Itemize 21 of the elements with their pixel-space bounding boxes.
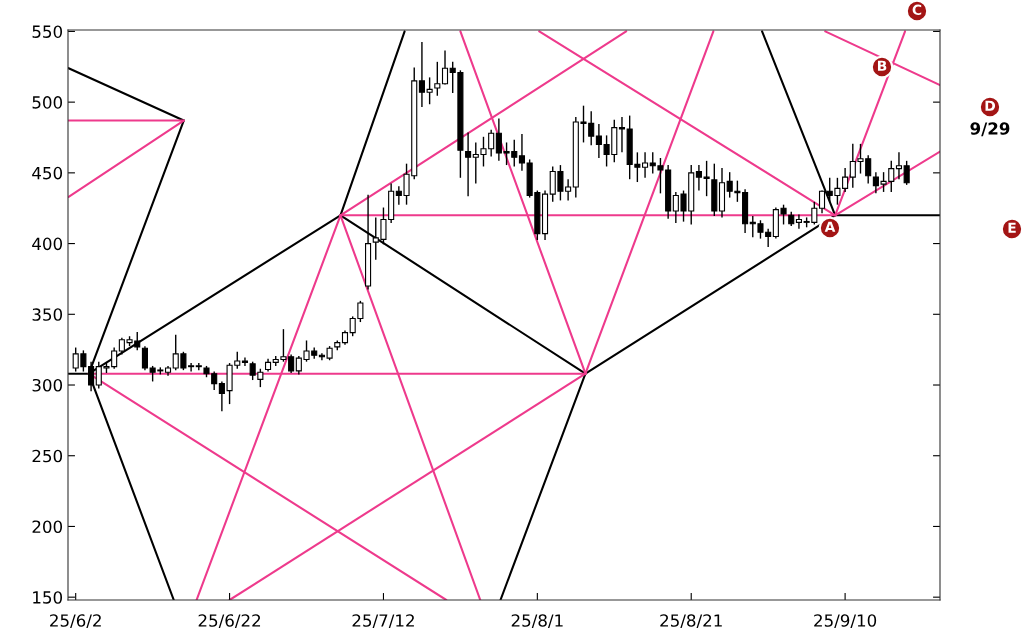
annotation: A — [824, 221, 836, 232]
x-tick-label: 25/6/2 — [50, 614, 101, 629]
y-tick-label: 350 — [32, 308, 63, 321]
x-tick-label: 25/8/21 — [660, 614, 722, 629]
annotation: B — [877, 60, 887, 71]
y-tick-label: 550 — [32, 25, 63, 38]
x-tick-label: 25/6/22 — [198, 614, 261, 629]
text: D — [985, 100, 996, 111]
y-tick-label: 250 — [32, 449, 63, 463]
y-tick-label: 150 — [33, 591, 63, 604]
text: E — [1008, 222, 1016, 233]
text: C — [912, 4, 922, 16]
x-tick-label: 25/9/10 — [814, 614, 877, 629]
text: 9/29 — [970, 122, 1010, 137]
x-tick-label: 25/8/1 — [511, 614, 563, 629]
x-tick-label: 25/7/12 — [352, 614, 414, 629]
y-tick-label: 300 — [32, 378, 63, 392]
y-tick-label: 400 — [32, 237, 63, 251]
y-tick-label: 200 — [32, 520, 63, 534]
y-tick-label: 450 — [32, 166, 63, 180]
y-tick-label: 500 — [32, 96, 63, 109]
